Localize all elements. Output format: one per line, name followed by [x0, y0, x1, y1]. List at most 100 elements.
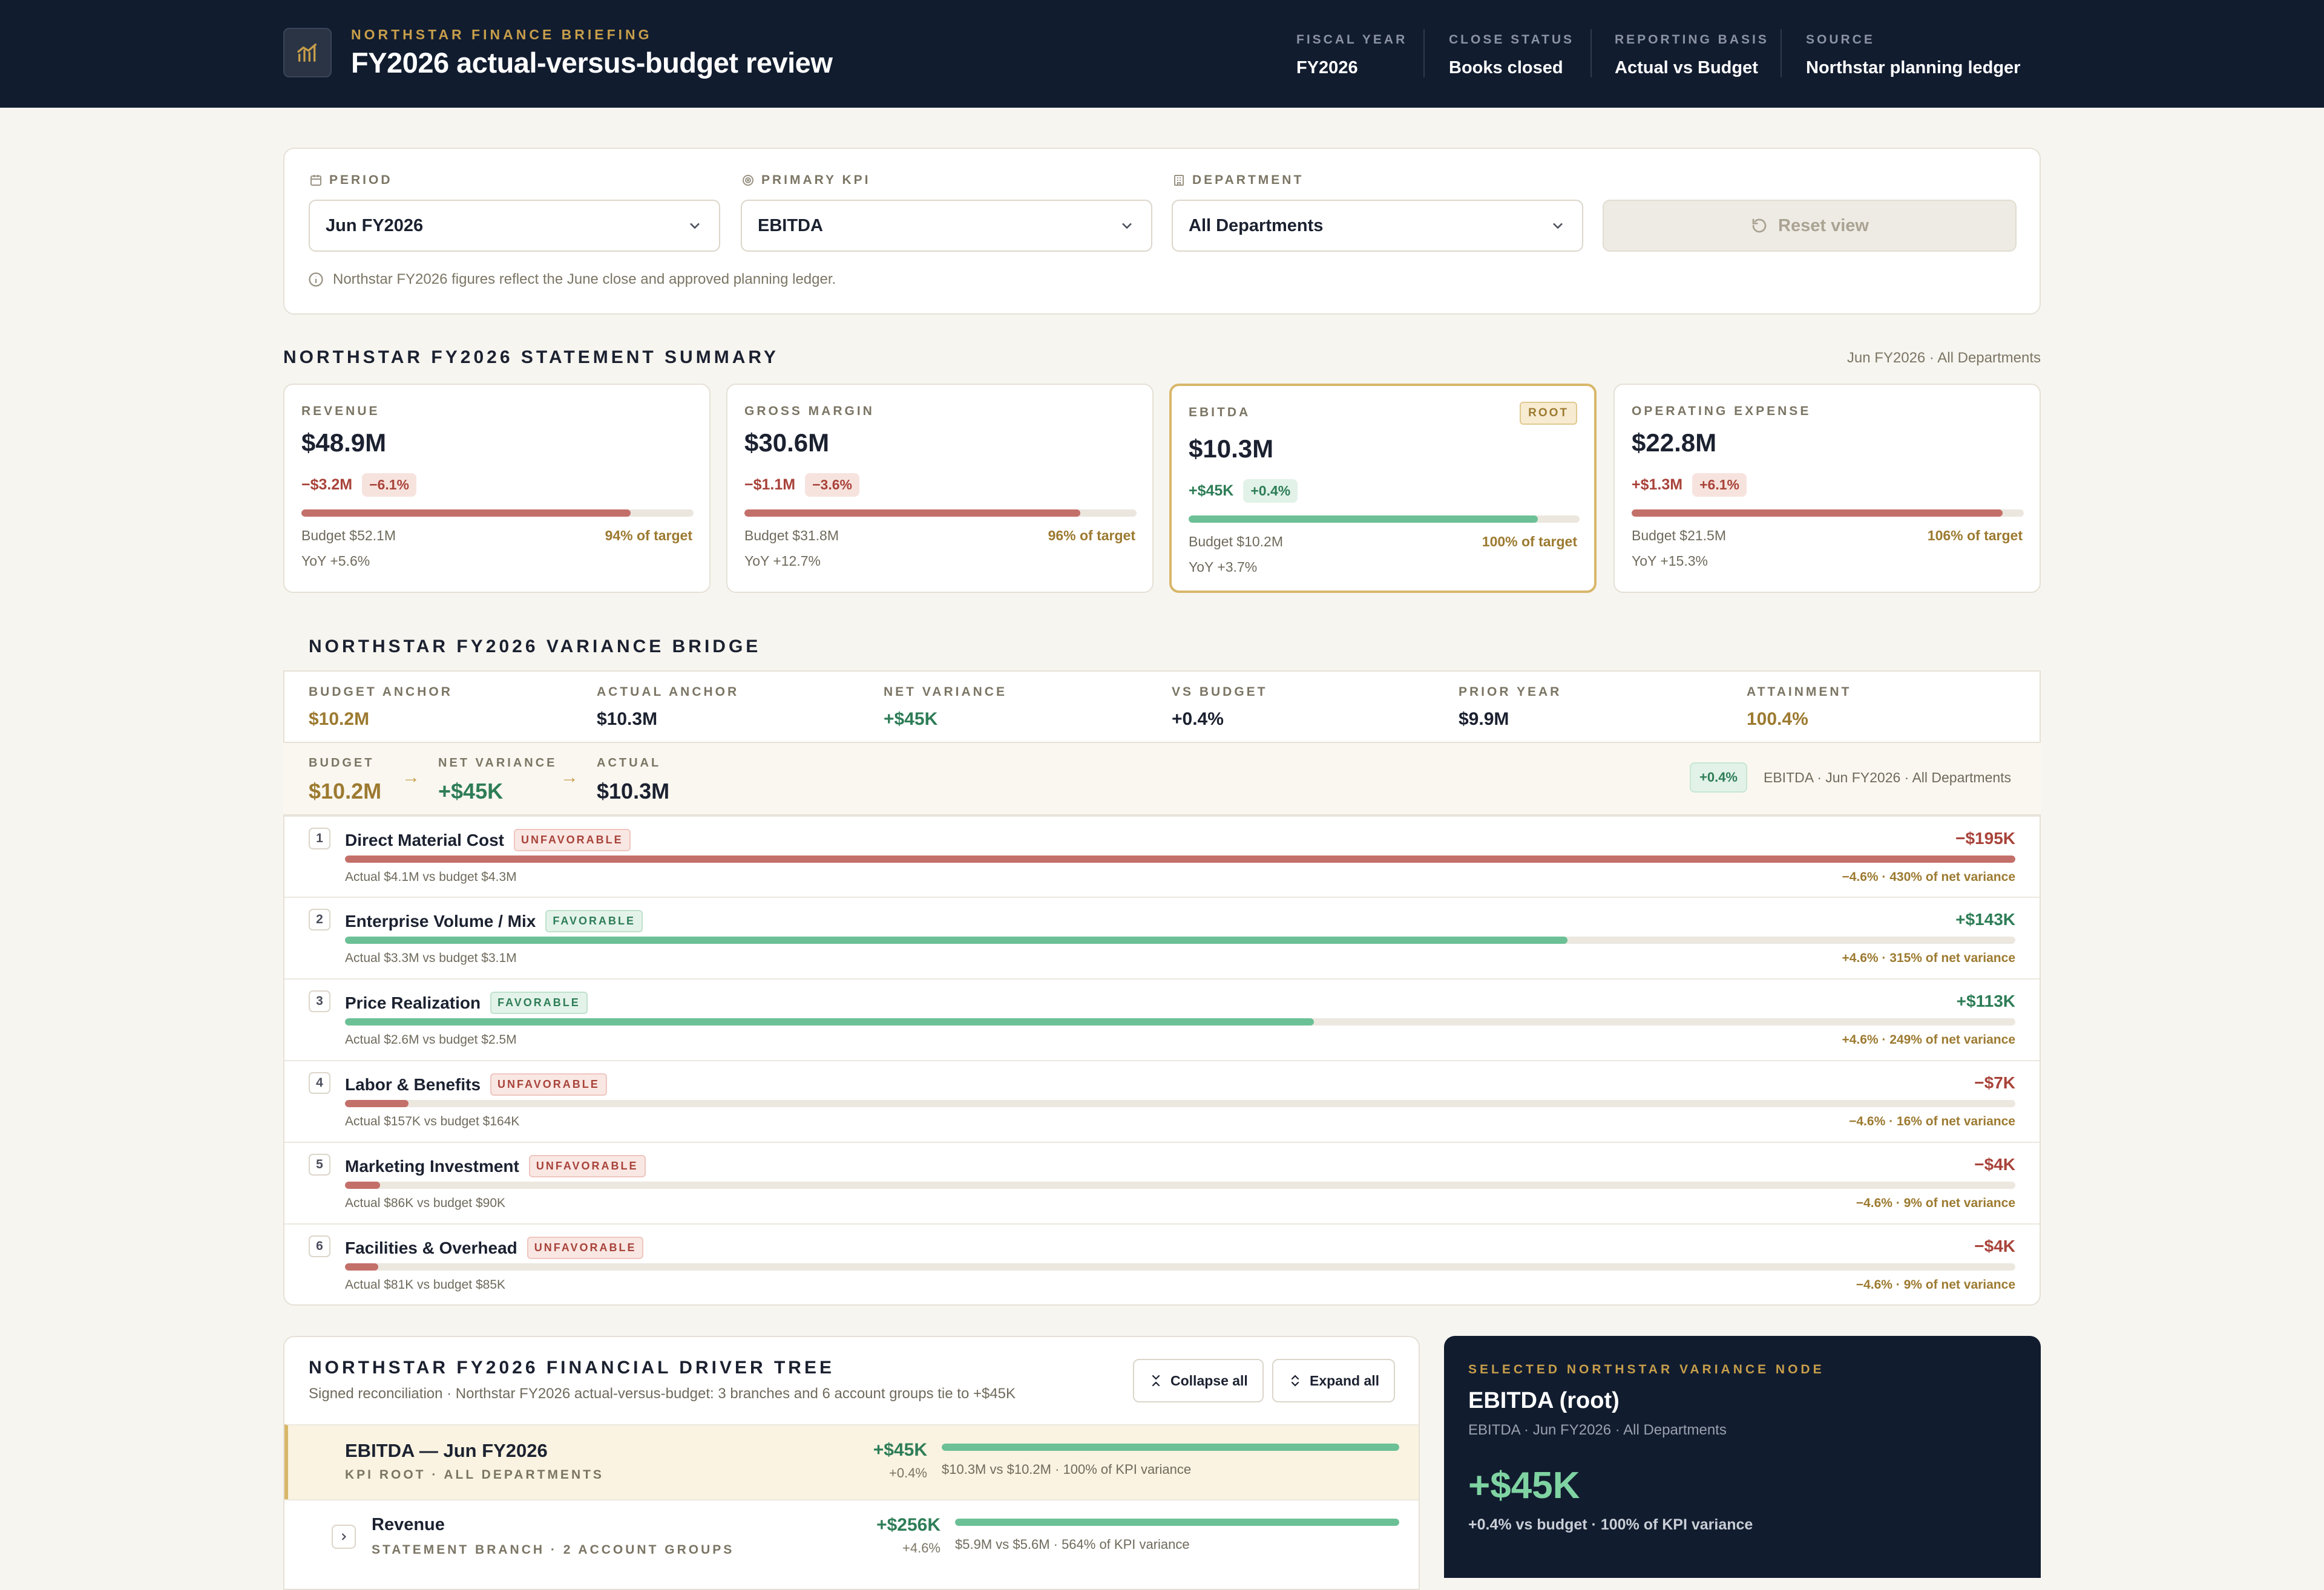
kpi-label: PRIMARY KPI	[741, 173, 871, 188]
flow-budget: BUDGET $10.2M	[309, 756, 382, 803]
budget-anchor: BUDGET ANCHOR $10.2M	[309, 685, 453, 729]
period-select[interactable]: Jun FY2026	[309, 200, 720, 252]
root-badge: ROOT	[1520, 402, 1577, 425]
kpi-card-target: 106% of target	[1927, 528, 2023, 543]
variance-bar-fill	[345, 1100, 409, 1107]
kpi-card-yoy: YoY +12.7%	[744, 553, 821, 569]
variance-row[interactable]: 6 Facilities & Overhead UNFAVORABLE −$4K …	[284, 1223, 2040, 1304]
rank-badge: 3	[309, 990, 330, 1012]
selected-node-value: +$45K	[1468, 1465, 1580, 1507]
variance-row-name: Enterprise Volume / Mix FAVORABLE	[345, 910, 643, 932]
chevron-right-icon[interactable]	[332, 1525, 356, 1549]
variance-bar-fill	[345, 1182, 380, 1189]
variance-share: −4.6% · 9% of net variance	[1856, 1196, 2015, 1210]
tree-node-amount: +$45K	[873, 1440, 927, 1460]
variance-row-name: Labor & Benefits UNFAVORABLE	[345, 1073, 607, 1096]
tree-branch-node[interactable]	[284, 1499, 1419, 1560]
variance-share: −4.6% · 9% of net variance	[1856, 1278, 2015, 1292]
selected-node-context: EBITDA · Jun FY2026 · All Departments	[1468, 1422, 1727, 1438]
variance-bar-fill	[345, 856, 2015, 863]
favorable-tag: FAVORABLE	[490, 992, 588, 1014]
expand-all-button[interactable]: Expand all	[1272, 1359, 1396, 1402]
tree-node-name: EBITDA — Jun FY2026	[345, 1440, 548, 1461]
reset-view-button[interactable]: Reset view	[1603, 200, 2017, 252]
kpi-card-delta: +$1.3M +6.1%	[1632, 473, 1747, 497]
variance-amount: −$195K	[1955, 829, 2015, 848]
bar-chart-icon	[283, 28, 332, 77]
meta-divider	[1590, 29, 1592, 77]
variance-row[interactable]: 5 Marketing Investment UNFAVORABLE −$4K A…	[284, 1142, 2040, 1223]
meta-divider	[1781, 29, 1782, 77]
variance-detail: Actual $86K vs budget $90K	[345, 1196, 506, 1210]
kpi-card-value: $48.9M	[301, 428, 387, 457]
kpi-card-gross-margin[interactable]: GROSS MARGIN $30.6M −$1.1M −3.6% Budget …	[726, 384, 1154, 593]
calendar-icon	[310, 175, 321, 186]
meta-value: Books closed	[1449, 58, 1563, 77]
kpi-select[interactable]: EBITDA	[741, 200, 1152, 252]
kpi-card-label: REVENUE	[301, 404, 380, 418]
target-icon	[743, 175, 753, 186]
variance-bridge-header	[283, 622, 2041, 672]
tree-root-node[interactable]	[284, 1424, 1419, 1499]
summary-title: NORTHSTAR FY2026 STATEMENT SUMMARY	[283, 347, 779, 367]
variance-amount: +$113K	[1956, 992, 2015, 1010]
kpi-card-label: GROSS MARGIN	[744, 404, 875, 418]
unfavorable-tag: UNFAVORABLE	[490, 1073, 607, 1096]
kpi-card-value: $30.6M	[744, 428, 830, 457]
tree-node-bar	[942, 1444, 1399, 1451]
meta-close-status: CLOSE STATUS Books closed	[1449, 33, 1574, 78]
variance-bar-fill	[345, 1018, 1314, 1026]
variance-bar	[345, 1182, 2015, 1189]
flow-actual: ACTUAL $10.3M	[597, 756, 670, 803]
building-icon	[1174, 175, 1184, 186]
kpi-card-yoy: YoY +15.3%	[1632, 553, 1708, 569]
kpi-card-operating-expense[interactable]: OPERATING EXPENSE $22.8M +$1.3M +6.1% Bu…	[1613, 384, 2041, 593]
arrow-right-icon: →	[402, 767, 420, 787]
collapse-all-button[interactable]: Collapse all	[1133, 1359, 1264, 1402]
prior-year-anchor: PRIOR YEAR $9.9M	[1459, 685, 1562, 729]
variance-row[interactable]: 1 Direct Material Cost UNFAVORABLE −$195K…	[284, 816, 2040, 897]
selected-node-title: EBITDA (root)	[1468, 1388, 1620, 1413]
rank-badge: 4	[309, 1072, 330, 1094]
meta-divider	[1423, 29, 1425, 77]
department-select[interactable]: All Departments	[1172, 200, 1583, 252]
delta-pct-pill: +6.1%	[1692, 473, 1747, 497]
variance-bridge-panel	[283, 622, 2041, 1306]
variance-row-name: Marketing Investment UNFAVORABLE	[345, 1155, 646, 1177]
kpi-card-value: $10.3M	[1189, 434, 1274, 463]
meta-fiscal-year: FISCAL YEAR FY2026	[1296, 33, 1407, 78]
variance-pct-pill: +0.4%	[1690, 762, 1747, 793]
kpi-card-ebitda[interactable]: EBITDA ROOT $10.3M +$45K +0.4% Budget $1…	[1169, 384, 1597, 593]
kpi-card-budget: Budget $10.2M	[1189, 534, 1284, 549]
tree-node-sub: STATEMENT BRANCH · 2 ACCOUNT GROUPS	[372, 1543, 735, 1557]
variance-bar	[345, 1018, 2015, 1026]
variance-bar	[345, 1100, 2015, 1107]
kpi-card-yoy: YoY +3.7%	[1189, 559, 1258, 575]
attainment-anchor: ATTAINMENT 100.4%	[1747, 685, 1852, 729]
attainment-bar	[1189, 515, 1580, 523]
meta-reporting-basis: REPORTING BASIS Actual vs Budget	[1615, 33, 1769, 78]
refresh-icon	[1752, 218, 1767, 233]
tree-node-pct: +0.4%	[889, 1465, 927, 1480]
kpi-card-revenue[interactable]: REVENUE $48.9M −$3.2M −6.1% Budget $52.1…	[283, 384, 711, 593]
expand-icon	[1291, 1375, 1299, 1387]
unfavorable-tag: UNFAVORABLE	[528, 1155, 646, 1177]
tree-node-bar-fill	[955, 1519, 1399, 1526]
meta-label: SOURCE	[1806, 33, 1875, 47]
flow-net-variance: NET VARIANCE +$45K	[438, 756, 557, 803]
info-icon	[309, 272, 323, 287]
department-label: DEPARTMENT	[1172, 173, 1304, 188]
flow-context: EBITDA · Jun FY2026 · All Departments	[1764, 770, 2012, 785]
variance-bar-fill	[345, 937, 1568, 944]
variance-row[interactable]: 3 Price Realization FAVORABLE +$113K Actu…	[284, 978, 2040, 1059]
rank-badge: 1	[309, 828, 330, 849]
selected-node-panel: SELECTED NORTHSTAR VARIANCE NODE EBITDA …	[1444, 1336, 2041, 1578]
app-eyebrow: NORTHSTAR FINANCE BRIEFING	[351, 27, 652, 42]
meta-label: FISCAL YEAR	[1296, 33, 1408, 47]
variance-row[interactable]: 4 Labor & Benefits UNFAVORABLE −$7K Actua…	[284, 1060, 2040, 1141]
variance-row[interactable]: 2 Enterprise Volume / Mix FAVORABLE +$143…	[284, 897, 2040, 978]
delta-pct-pill: −3.6%	[805, 473, 859, 497]
chevron-down-icon	[690, 223, 700, 229]
meta-value: Actual vs Budget	[1615, 58, 1758, 77]
delta-pct-pill: +0.4%	[1243, 479, 1298, 503]
